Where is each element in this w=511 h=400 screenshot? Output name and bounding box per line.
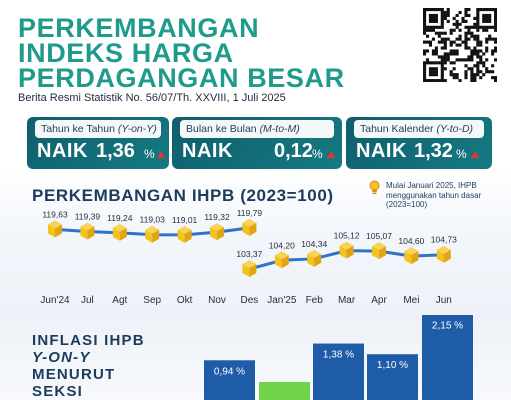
bar [367, 354, 418, 400]
x-tick-label: Mar [338, 295, 356, 306]
card-month-to-month: Bulan ke Bulan (M-to-M) NAIK 0,12 % [172, 117, 342, 169]
x-tick-label: Jan'25 [267, 295, 297, 306]
data-point [112, 223, 127, 241]
data-label: 104,20 [269, 240, 295, 250]
x-tick-label: Jul [81, 295, 94, 306]
bar [259, 382, 310, 400]
inflation-title: INFLASI IHPB Y-ON-Y MENURUT SEKSI [32, 332, 145, 400]
title-line-3: PERDAGANGAN BESAR [18, 63, 345, 93]
x-tick-label: Mei [403, 295, 419, 306]
data-point [80, 222, 95, 240]
data-label: 119,01 [172, 215, 198, 225]
card-status: NAIK [356, 140, 407, 162]
card-value: 1,32 [414, 140, 453, 162]
card-year-to-date: Tahun Kalender (Y-to-D) NAIK 1,32 % [346, 117, 492, 169]
ihpb-line-chart: 119,63 119,39 119,24 119,03 119,01 119,32 119,… [40, 208, 457, 306]
data-label: 119,63 [42, 209, 68, 219]
card-unit: % [312, 147, 323, 161]
inflation-bar-chart: 0,94 % 1,38 % 1,10 % 2,15 % [204, 315, 473, 400]
x-tick-label: Nov [208, 295, 226, 306]
ihpb-section-title: PERKEMBANGAN IHPB (2023=100) [32, 186, 334, 205]
lightbulb-icon [369, 180, 380, 195]
x-tick-label: Feb [306, 295, 324, 306]
data-point [404, 247, 419, 265]
x-tick-label: Des [241, 295, 259, 306]
data-label: 104,60 [398, 236, 424, 246]
card-unit: % [144, 147, 155, 161]
bar-label: 1,10 % [377, 360, 408, 371]
data-label: 104,73 [431, 235, 457, 245]
inflation-title-line: SEKSI [32, 383, 84, 400]
x-tick-label: Agt [112, 295, 127, 306]
data-label: 119,03 [140, 215, 166, 225]
up-arrow-icon [157, 151, 165, 158]
bar-label: 2,15 % [432, 320, 463, 331]
data-label: 104,34 [301, 239, 327, 249]
subtitle: Berita Resmi Statistik No. 56/07/Th. XXV… [18, 92, 286, 104]
bar [422, 315, 473, 400]
data-label: 119,24 [107, 213, 133, 223]
card-status: NAIK [37, 140, 88, 162]
card-value: 1,36 [96, 140, 135, 162]
x-tick-label: Jun [436, 295, 452, 306]
card-label: Tahun Kalender (Y-to-D) [354, 120, 484, 138]
data-point [177, 225, 192, 243]
data-label: 119,32 [204, 212, 230, 222]
data-point [242, 218, 257, 236]
inflation-title-line: INFLASI IHPB [32, 332, 145, 349]
chart-background [0, 168, 511, 318]
data-point [339, 241, 354, 259]
x-tick-label: Apr [371, 295, 387, 306]
x-tick-label: Sep [143, 295, 161, 306]
data-label: 103,37 [236, 249, 262, 259]
bar [204, 360, 255, 400]
card-status: NAIK [182, 140, 233, 162]
data-point [48, 220, 62, 238]
inflation-title-line: Y-ON-Y [32, 349, 91, 366]
qr-code[interactable] [423, 8, 497, 82]
bar [313, 343, 364, 400]
title-line-1: PERKEMBANGAN [18, 13, 260, 43]
data-label: 105,12 [334, 231, 360, 241]
up-arrow-icon [327, 151, 335, 158]
x-tick-label: Okt [177, 295, 193, 306]
card-unit: % [456, 147, 467, 161]
data-point [307, 249, 322, 267]
data-point [372, 242, 386, 260]
data-label: 119,79 [237, 208, 263, 218]
bar-label: 0,94 % [214, 366, 245, 377]
data-label: 119,39 [75, 211, 101, 221]
data-label: 105,07 [366, 231, 392, 241]
bar-label: 1,38 % [323, 350, 354, 361]
inflation-title-line: MENURUT [32, 366, 116, 383]
data-point [210, 223, 224, 241]
data-point [145, 225, 160, 243]
data-point [242, 260, 257, 277]
card-label: Tahun ke Tahun (Y-on-Y) [35, 120, 161, 138]
card-label: Bulan ke Bulan (M-to-M) [180, 120, 334, 138]
data-point [274, 251, 289, 269]
card-year-on-year: Tahun ke Tahun (Y-on-Y) NAIK 1,36 % [27, 117, 169, 169]
base-year-note: Mulai Januari 2025, IHPB menggunakan tah… [386, 181, 482, 209]
data-point [436, 245, 451, 263]
card-value: 0,12 [274, 140, 313, 162]
x-tick-label: Jun'24 [40, 295, 70, 306]
up-arrow-icon [471, 151, 479, 158]
title-line-2: INDEKS HARGA [18, 38, 234, 68]
